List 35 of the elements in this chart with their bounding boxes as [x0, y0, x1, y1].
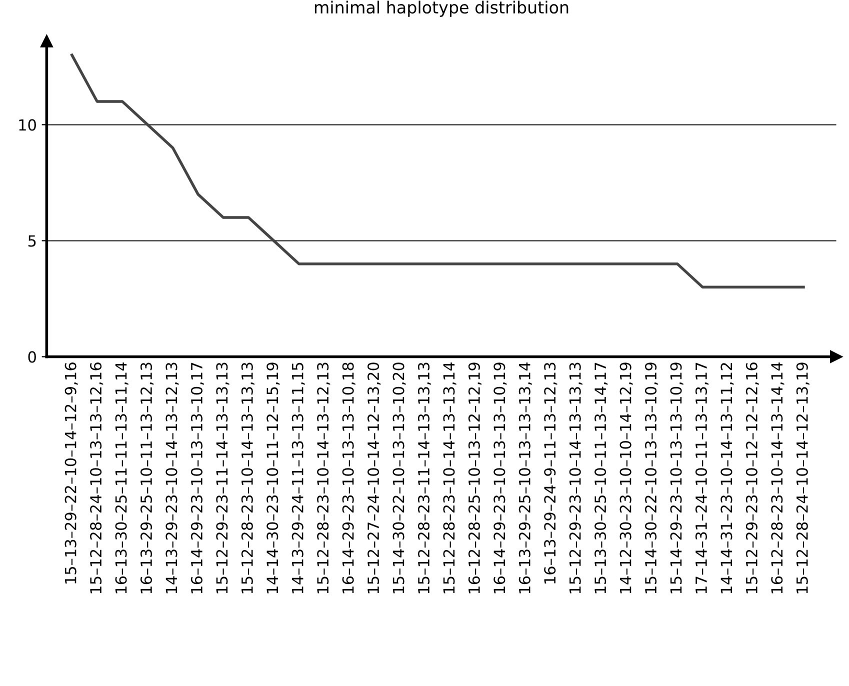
x-tick-label: 15–14–30–22–10–13–13–10,19	[644, 362, 658, 594]
x-tick-label: 15–12–28–24–10–14–12–13,19	[796, 362, 810, 594]
x-tick-label: 14–14–30–23–10–11–12–15,19	[266, 362, 280, 594]
x-tick-label: 15–12–28–23–10–14–13–12,13	[317, 362, 330, 594]
x-tick-label: 15–12–28–24–10–13–13–12,16	[90, 362, 104, 594]
x-tick-label: 16–12–28–25–10–13–12–12,19	[468, 362, 482, 594]
x-tick-label: 15–13–30–25–10–11–13–14,17	[594, 362, 608, 594]
x-tick-label: 15–14–29–23–10–13–13–10,19	[670, 362, 684, 594]
x-tick-label: 15–12–29–23–10–12–12–12,16	[746, 362, 760, 594]
x-tick-label: 17–14–31–24–10–11–13–13,17	[695, 362, 709, 594]
x-tick-label: 16–14–29–23–10–13–13–10,18	[342, 362, 356, 594]
x-tick-label: 16–13–29–25–10–13–13–13,14	[518, 362, 532, 594]
chart-title: minimal haplotype distribution	[314, 0, 568, 17]
x-tick-label: 15–12–29–23–10–14–13–13,13	[569, 362, 582, 594]
x-tick-label: 14–13–29–24–11–13–13–11,15	[292, 362, 305, 594]
x-tick-label: 15–12–29–23–11–14–13–13,13	[216, 362, 230, 594]
y-tick-label: 5	[28, 235, 36, 247]
x-tick-label: 16–13–30–25–11–11–13–11,14	[115, 362, 128, 594]
x-tick-label: 15–12–27–24–10–14–12–13,20	[368, 362, 381, 594]
x-tick-label: 14–12–30–23–10–10–14–12,19	[620, 362, 633, 594]
y-tick-label: 0	[28, 351, 36, 363]
line-series	[70, 54, 805, 288]
x-tick-label: 15–14–30–22–10–13–13–10,20	[392, 362, 406, 594]
x-tick-label: 15–13–29–22–10–14–12–9,16	[64, 362, 78, 584]
x-tick-label: 16–13–29–25–10–11–13–12,13	[140, 362, 154, 594]
x-tick-label: 16–14–29–23–10–13–13–10,19	[494, 362, 507, 594]
x-tick-label: 14–13–29–23–10–14–13–12,13	[166, 362, 179, 594]
x-tick-label: 15–12–28–23–11–14–13–13,13	[418, 362, 432, 594]
x-tick-label: 16–13–29–24–9–11–13–12,13	[544, 362, 558, 584]
x-tick-label: 16–14–29–23–10–13–13–10,17	[190, 362, 204, 594]
x-tick-label: 14–14–31–23–10–14–13–11,12	[720, 363, 734, 594]
y-tick-label: 10	[19, 119, 36, 131]
x-tick-label: 15–12–28–23–10–14–13–13,13	[241, 362, 254, 594]
x-tick-label: 16–12–28–23–10–14–13–14,14	[771, 362, 784, 594]
x-tick-label: 15–12–28–23–10–14–13–13,14	[443, 362, 456, 594]
